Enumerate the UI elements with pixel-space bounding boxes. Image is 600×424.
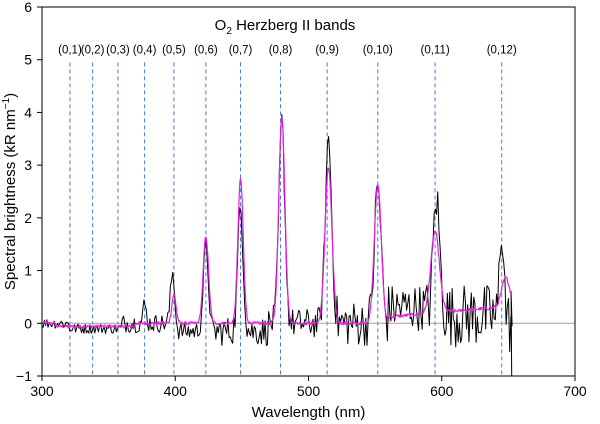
band-label: (0,8) (269, 44, 293, 56)
y-tick-label: −1 (16, 368, 32, 384)
y-tick-label: 6 (24, 0, 32, 15)
band-labels: (0,1)(0,2) (0,3) (0,4) (0,5) (0,6) (0,7) (0,8)… (58, 44, 517, 56)
y-tick-label: 3 (24, 157, 32, 173)
y-tick-label: 4 (24, 104, 32, 120)
axis-ticks: 300 400 500 600 700 −1 0 1 2 3 4 5 6 (16, 0, 587, 399)
series-layer (41, 114, 513, 377)
chart-title-rest: Herzberg II bands (232, 17, 355, 34)
x-tick-label: 500 (297, 383, 321, 399)
band-label: (0,2) (81, 44, 105, 56)
band-label: (0,9) (315, 44, 339, 56)
y-tick-label: 0 (24, 315, 32, 331)
chart-title-subscript: 2 (226, 26, 232, 37)
y-axis-title: Spectral brightness (kR nm−1) (1, 93, 19, 290)
band-label: (0,4) (133, 44, 157, 56)
y-tick-label: 2 (24, 210, 32, 226)
chart-title-main: O (215, 17, 227, 34)
x-tick-label: 600 (430, 383, 454, 399)
band-label: (0,7) (229, 44, 253, 56)
band-label: (0,3) (106, 44, 130, 56)
band-label: (0,11) (420, 44, 449, 56)
band-label: (0,5) (162, 44, 186, 56)
x-axis-title: Wavelength (nm) (252, 404, 366, 421)
band-label: (0,1) (58, 44, 82, 56)
chart-title: O2 Herzberg II bands (215, 17, 356, 37)
x-tick-label: 400 (164, 383, 188, 399)
y-axis-title-close: ) (2, 93, 19, 98)
y-axis-title-superscript: −1 (1, 97, 12, 109)
band-label: (0,6) (194, 44, 218, 56)
band-label: (0,10) (363, 44, 393, 56)
y-tick-label: 1 (24, 263, 32, 279)
y-tick-label: 5 (24, 52, 32, 68)
x-tick-label: 300 (30, 383, 54, 399)
x-tick-label: 700 (563, 383, 587, 399)
band-label: (0,12) (487, 44, 517, 56)
model-spectrum-line (41, 116, 512, 329)
y-axis-title-main: Spectral brightness (kR nm (2, 109, 19, 290)
